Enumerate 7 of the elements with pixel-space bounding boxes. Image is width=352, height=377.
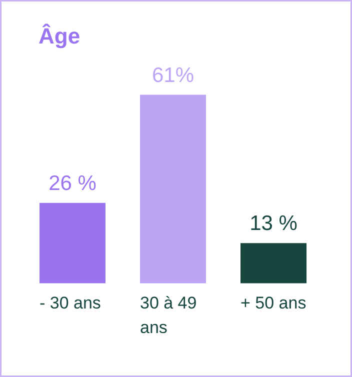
x-tick-label: - 30 ans: [40, 293, 101, 312]
data-label: 61%: [152, 64, 194, 87]
x-tick-label: + 50 ans: [240, 293, 306, 312]
data-label: 13 %: [250, 212, 298, 236]
data-label: 26 %: [48, 172, 96, 195]
chart-title: Âge: [38, 24, 80, 48]
x-tick-label: 30 à 49 ans: [140, 293, 197, 337]
